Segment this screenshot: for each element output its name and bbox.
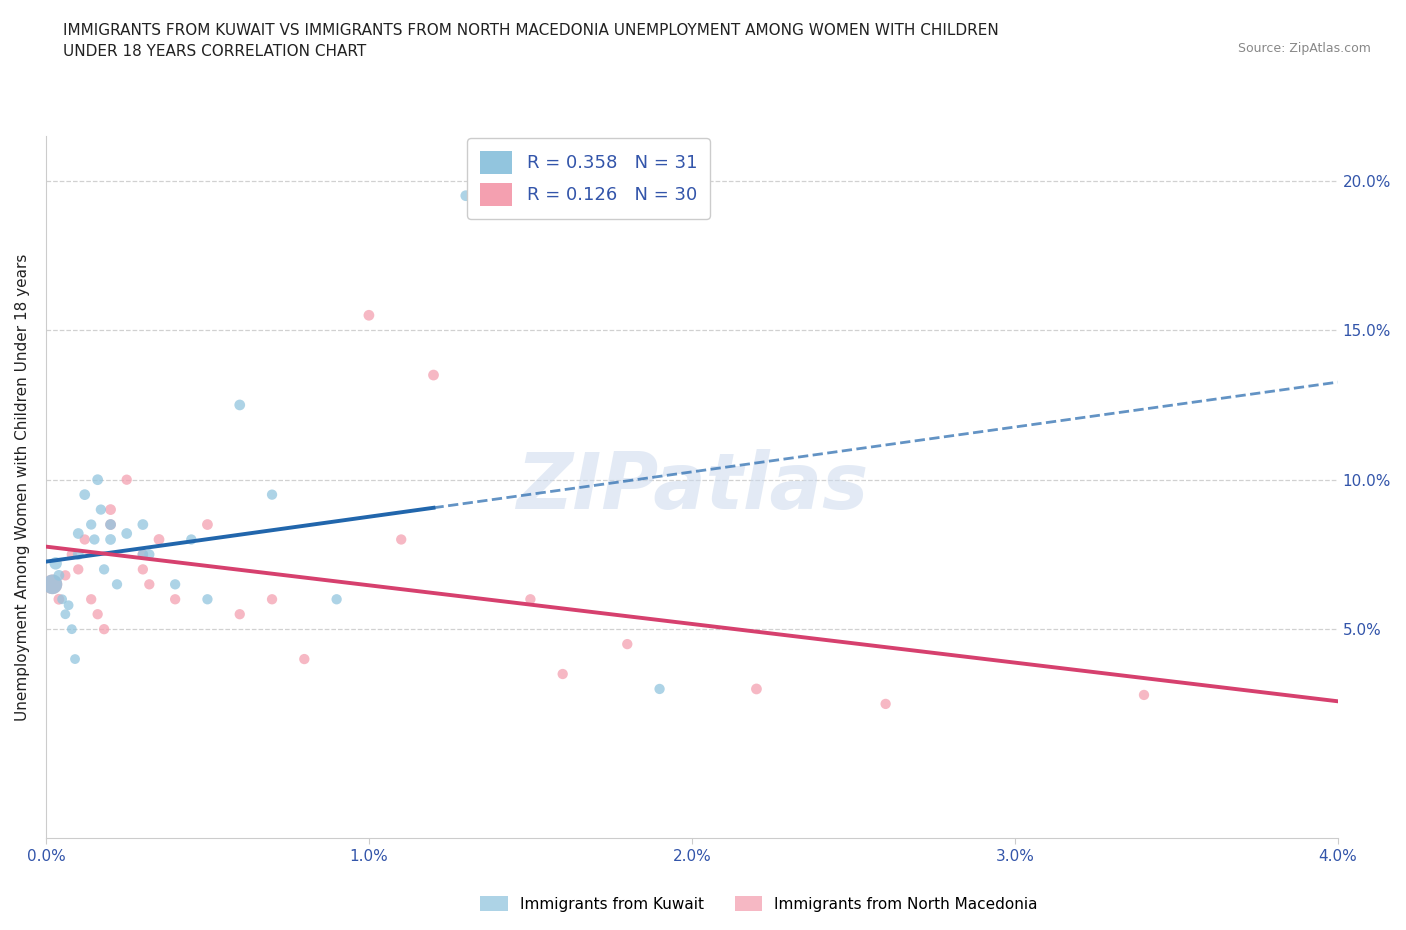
Point <box>745 682 768 697</box>
Point <box>454 188 477 203</box>
Point <box>229 397 252 412</box>
Point <box>519 591 541 606</box>
Point <box>260 487 283 502</box>
Point <box>115 526 138 541</box>
Point <box>60 547 83 562</box>
Point <box>53 606 76 621</box>
Point <box>132 547 155 562</box>
Point <box>86 472 108 487</box>
Point <box>138 577 160 591</box>
Point <box>197 591 219 606</box>
Point <box>875 697 897 711</box>
Point <box>80 591 103 606</box>
Point <box>48 591 70 606</box>
Text: ZIPatlas: ZIPatlas <box>516 449 868 525</box>
Point <box>45 556 67 571</box>
Point <box>73 487 96 502</box>
Y-axis label: Unemployment Among Women with Children Under 18 years: Unemployment Among Women with Children U… <box>15 254 30 721</box>
Point <box>58 598 80 613</box>
Point <box>132 517 155 532</box>
Text: Source: ZipAtlas.com: Source: ZipAtlas.com <box>1237 42 1371 55</box>
Point <box>63 652 86 667</box>
Point <box>389 532 412 547</box>
Point <box>197 517 219 532</box>
Point <box>67 547 90 562</box>
Point <box>100 517 122 532</box>
Point <box>148 532 170 547</box>
Point <box>165 591 187 606</box>
Point <box>67 526 90 541</box>
Point <box>48 568 70 583</box>
Point <box>41 577 63 591</box>
Text: IMMIGRANTS FROM KUWAIT VS IMMIGRANTS FROM NORTH MACEDONIA UNEMPLOYMENT AMONG WOM: IMMIGRANTS FROM KUWAIT VS IMMIGRANTS FRO… <box>63 23 1000 60</box>
Point <box>180 532 202 547</box>
Point <box>165 577 187 591</box>
Point <box>229 606 252 621</box>
Point <box>260 591 283 606</box>
Point <box>138 547 160 562</box>
Point <box>73 532 96 547</box>
Point <box>1133 687 1156 702</box>
Point <box>86 606 108 621</box>
Point <box>100 517 122 532</box>
Point <box>90 502 112 517</box>
Point <box>67 562 90 577</box>
Point <box>115 472 138 487</box>
Point <box>60 622 83 637</box>
Point <box>132 547 155 562</box>
Point <box>53 568 76 583</box>
Point <box>551 667 574 682</box>
Point <box>93 622 115 637</box>
Point <box>325 591 347 606</box>
Point <box>105 577 128 591</box>
Legend: R = 0.358   N = 31, R = 0.126   N = 30: R = 0.358 N = 31, R = 0.126 N = 30 <box>467 138 710 219</box>
Point <box>100 532 122 547</box>
Legend: Immigrants from Kuwait, Immigrants from North Macedonia: Immigrants from Kuwait, Immigrants from … <box>474 889 1045 918</box>
Point <box>616 637 638 652</box>
Point <box>292 652 315 667</box>
Point <box>100 502 122 517</box>
Point <box>80 517 103 532</box>
Point <box>51 591 73 606</box>
Point <box>83 532 105 547</box>
Point <box>93 562 115 577</box>
Point <box>422 367 444 382</box>
Point <box>357 308 380 323</box>
Point <box>648 682 671 697</box>
Point <box>132 562 155 577</box>
Point <box>41 577 63 591</box>
